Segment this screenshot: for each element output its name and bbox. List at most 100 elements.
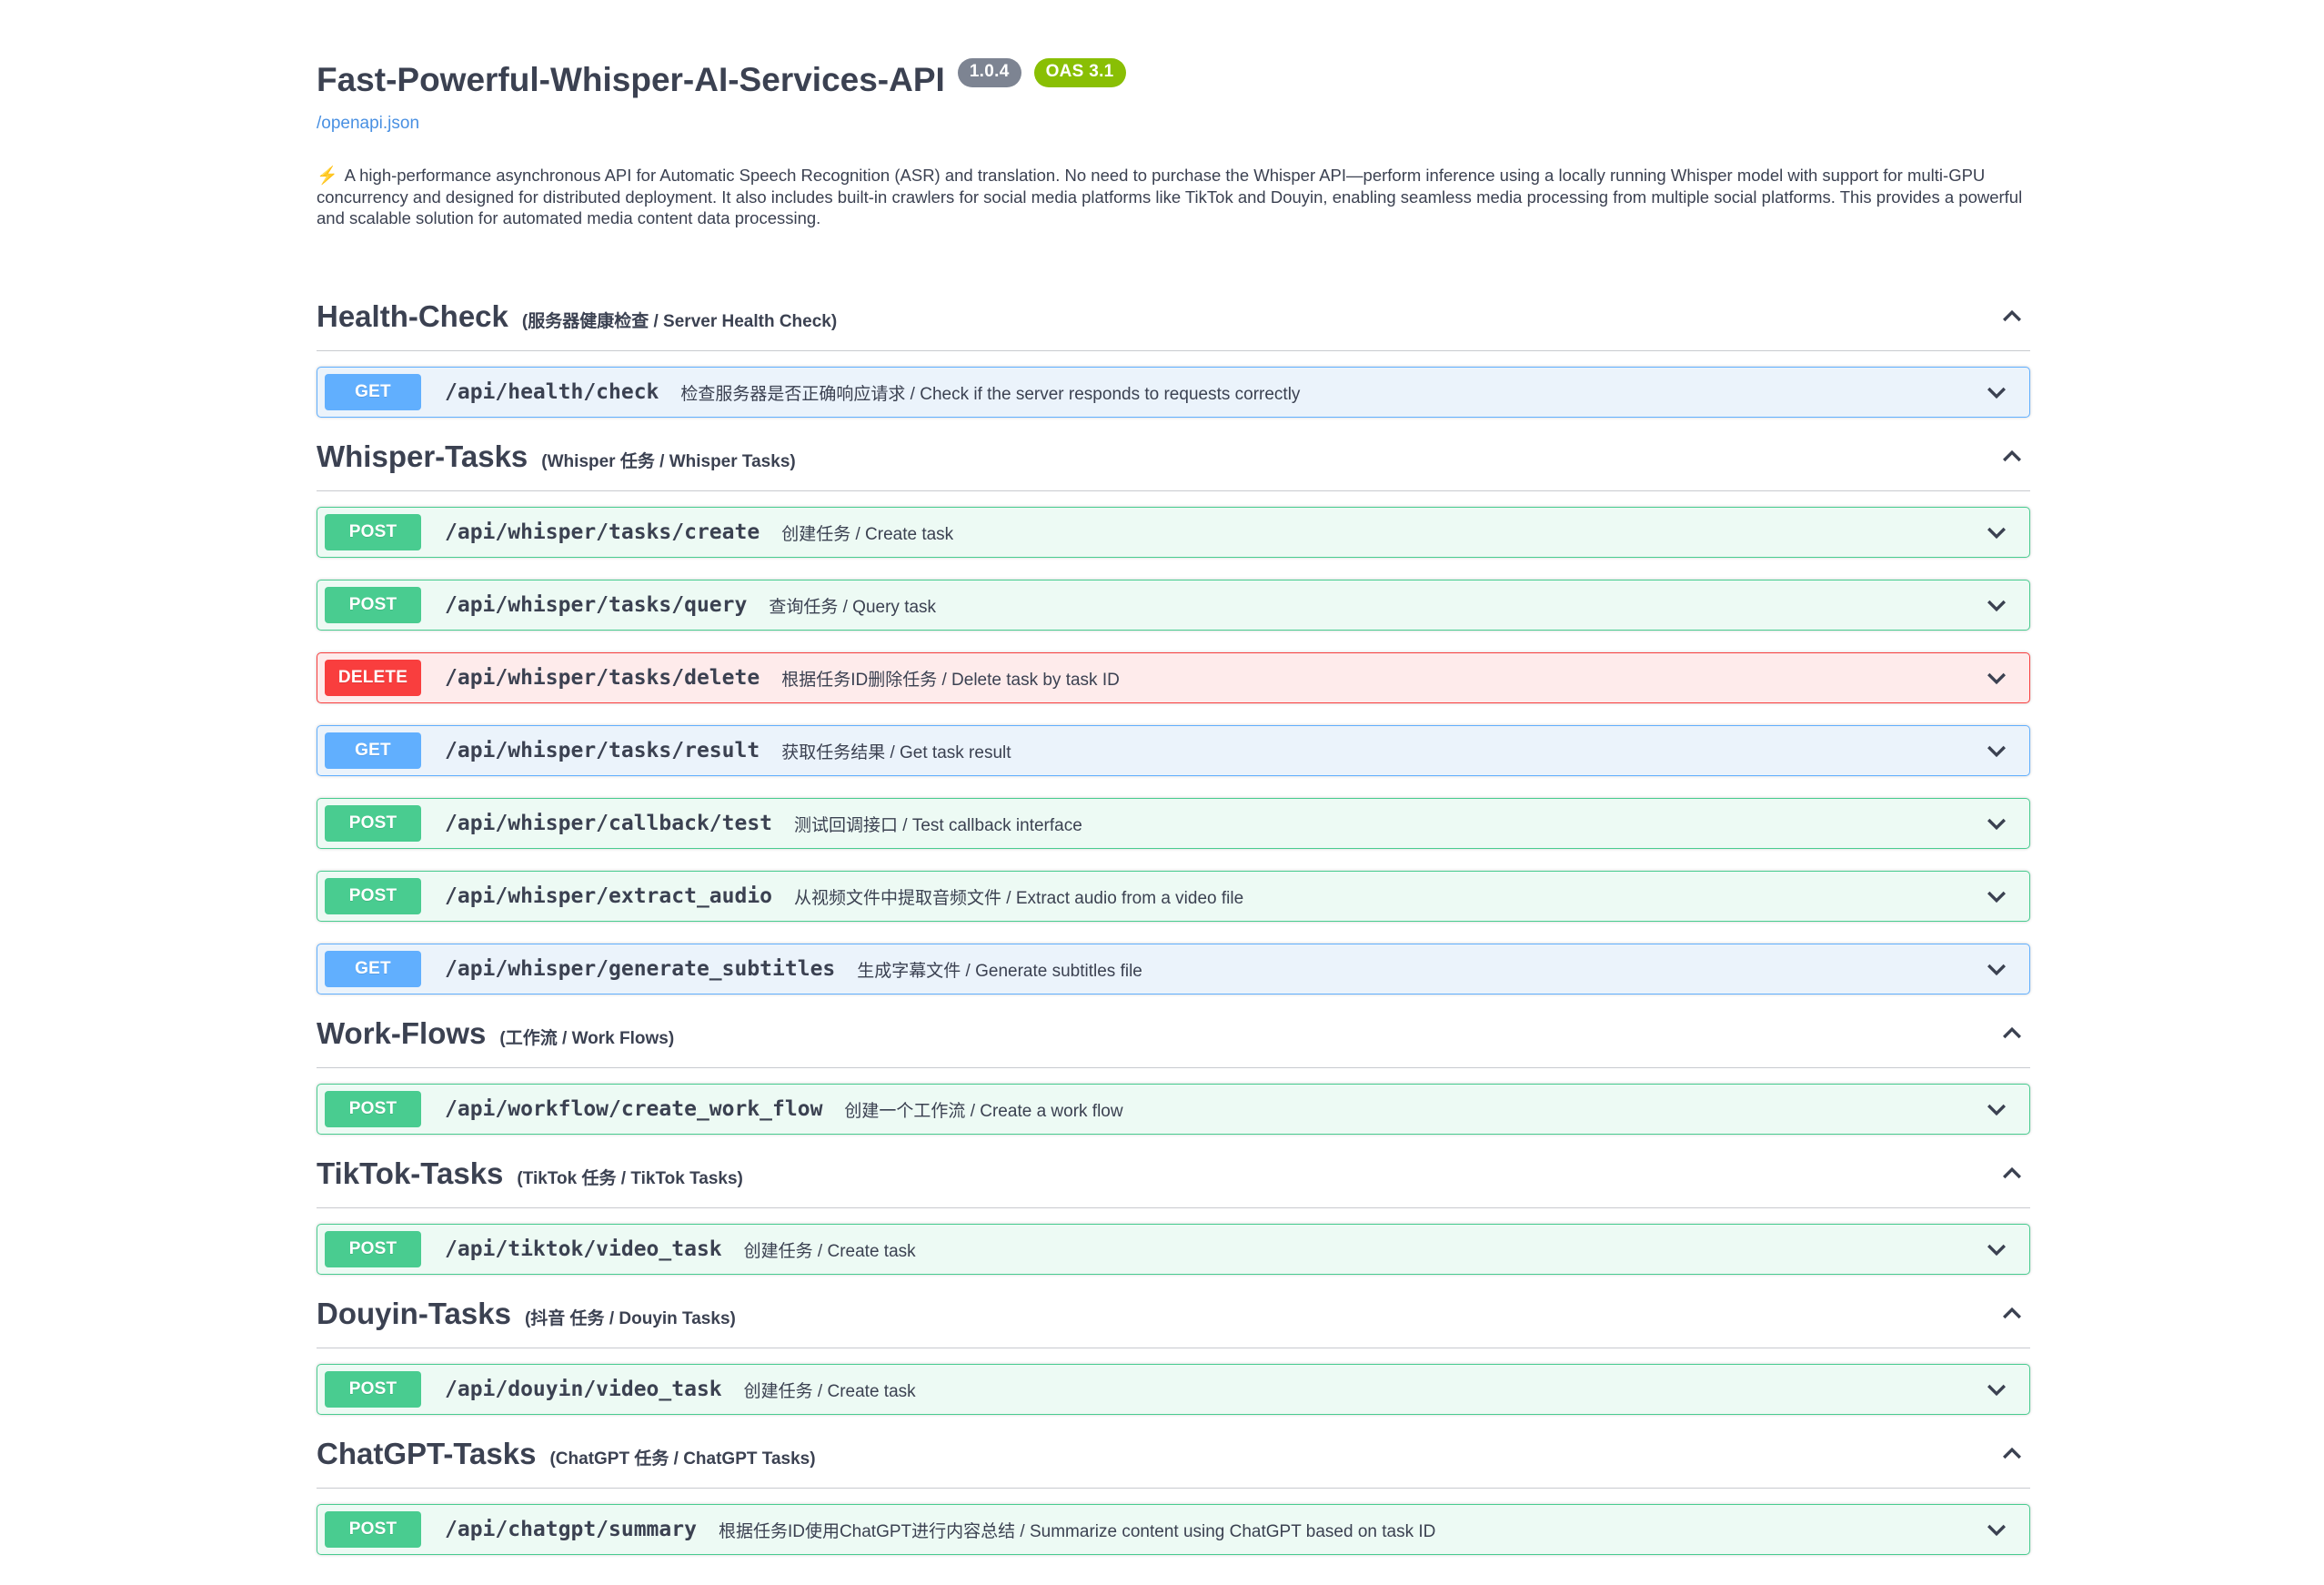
section-header[interactable]: Health-Check (服务器健康检查 / Server Health Ch… <box>317 299 2030 352</box>
api-tag-section: Douyin-Tasks (抖音 任务 / Douyin Tasks) POST… <box>317 1297 2030 1416</box>
expand-operation-button[interactable] <box>1982 954 2011 984</box>
endpoint-description: 从视频文件中提取音频文件 / Extract audio from a vide… <box>794 888 1244 908</box>
operation-row[interactable]: GET /api/health/check 检查服务器是否正确响应请求 / Ch… <box>317 367 2030 419</box>
expand-operation-button[interactable] <box>1982 518 2011 547</box>
chevron-up-icon <box>2003 1448 2021 1459</box>
section-operations: POST /api/tiktok/video_task 创建任务 / Creat… <box>317 1224 2030 1276</box>
chevron-down-icon <box>1987 1105 2006 1116</box>
operation-row[interactable]: POST /api/chatgpt/summary 根据任务ID使用ChatGP… <box>317 1504 2030 1556</box>
chevron-down-icon <box>1987 673 2006 685</box>
section-operations: GET /api/health/check 检查服务器是否正确响应请求 / Ch… <box>317 367 2030 419</box>
chevron-down-icon <box>1987 1525 2006 1537</box>
collapse-section-button[interactable] <box>1997 302 2027 331</box>
section-header[interactable]: Douyin-Tasks (抖音 任务 / Douyin Tasks) <box>317 1297 2030 1349</box>
operation-row[interactable]: POST /api/tiktok/video_task 创建任务 / Creat… <box>317 1224 2030 1276</box>
chevron-down-icon <box>1987 819 2006 831</box>
lightning-bolt-icon: ⚡ <box>317 167 338 187</box>
http-method-badge: GET <box>325 951 421 988</box>
api-tag-section: TikTok-Tasks (TikTok 任务 / TikTok Tasks) … <box>317 1156 2030 1276</box>
swagger-ui-page: Fast-Powerful-Whisper-AI-Services-API 1.0… <box>317 0 2030 1556</box>
chevron-up-icon <box>2003 1307 2021 1319</box>
collapse-section-button[interactable] <box>1997 1019 2027 1048</box>
operation-row[interactable]: POST /api/workflow/create_work_flow 创建一个… <box>317 1084 2030 1136</box>
endpoint-path: /api/whisper/tasks/create <box>445 520 760 545</box>
http-method-badge: POST <box>325 1511 421 1549</box>
operation-row[interactable]: POST /api/whisper/extract_audio 从视频文件中提取… <box>317 871 2030 923</box>
section-header[interactable]: TikTok-Tasks (TikTok 任务 / TikTok Tasks) <box>317 1156 2030 1209</box>
section-header[interactable]: Whisper-Tasks (Whisper 任务 / Whisper Task… <box>317 439 2030 492</box>
section-subtitle: (服务器健康检查 / Server Health Check) <box>521 312 838 332</box>
chevron-down-icon <box>1987 528 2006 540</box>
section-header[interactable]: ChatGPT-Tasks (ChatGPT 任务 / ChatGPT Task… <box>317 1437 2030 1489</box>
section-header[interactable]: Work-Flows (工作流 / Work Flows) <box>317 1016 2030 1069</box>
operation-row[interactable]: POST /api/whisper/callback/test 测试回调接口 /… <box>317 798 2030 850</box>
http-method-badge: POST <box>325 1231 421 1268</box>
endpoint-description: 根据任务ID删除任务 / Delete task by task ID <box>781 670 1120 690</box>
endpoint-description: 测试回调接口 / Test callback interface <box>794 815 1082 835</box>
collapse-section-button[interactable] <box>1997 1159 2027 1188</box>
page-title: Fast-Powerful-Whisper-AI-Services-API 1.0… <box>317 58 2030 100</box>
chevron-down-icon <box>1987 601 2006 612</box>
operation-row[interactable]: POST /api/whisper/tasks/create 创建任务 / Cr… <box>317 507 2030 559</box>
section-operations: POST /api/douyin/video_task 创建任务 / Creat… <box>317 1364 2030 1416</box>
endpoint-description: 检查服务器是否正确响应请求 / Check if the server resp… <box>680 384 1301 404</box>
endpoint-path: /api/whisper/generate_subtitles <box>445 957 836 982</box>
chevron-down-icon <box>1987 892 2006 904</box>
expand-operation-button[interactable] <box>1982 882 2011 911</box>
api-sections: Health-Check (服务器健康检查 / Server Health Ch… <box>317 299 2030 1556</box>
section-title: TikTok-Tasks <box>317 1156 504 1191</box>
chevron-down-icon <box>1987 1245 2006 1257</box>
http-method-badge: DELETE <box>325 660 421 697</box>
chevron-down-icon <box>1987 1385 2006 1397</box>
section-subtitle: (工作流 / Work Flows) <box>499 1029 675 1049</box>
api-tag-section: Health-Check (服务器健康检查 / Server Health Ch… <box>317 299 2030 419</box>
operation-row[interactable]: POST /api/whisper/tasks/query 查询任务 / Que… <box>317 580 2030 631</box>
chevron-down-icon <box>1987 388 2006 399</box>
collapse-section-button[interactable] <box>1997 442 2027 471</box>
endpoint-path: /api/whisper/callback/test <box>445 812 773 836</box>
http-method-badge: POST <box>325 805 421 843</box>
api-info-block: Fast-Powerful-Whisper-AI-Services-API 1.0… <box>317 58 2030 228</box>
endpoint-description: 创建任务 / Create task <box>781 524 954 544</box>
expand-operation-button[interactable] <box>1982 1375 2011 1404</box>
endpoint-path: /api/whisper/tasks/result <box>445 739 760 763</box>
endpoint-description: 创建一个工作流 / Create a work flow <box>844 1101 1123 1121</box>
version-badge: 1.0.4 <box>957 58 1021 88</box>
chevron-down-icon <box>1987 746 2006 758</box>
operation-row[interactable]: POST /api/douyin/video_task 创建任务 / Creat… <box>317 1364 2030 1416</box>
endpoint-path: /api/workflow/create_work_flow <box>445 1097 823 1122</box>
expand-operation-button[interactable] <box>1982 663 2011 692</box>
operation-row[interactable]: GET /api/whisper/generate_subtitles 生成字幕… <box>317 944 2030 995</box>
endpoint-path: /api/whisper/extract_audio <box>445 884 773 909</box>
endpoint-description: 创建任务 / Create task <box>743 1241 916 1261</box>
section-subtitle: (ChatGPT 任务 / ChatGPT Tasks) <box>549 1449 816 1469</box>
operation-row[interactable]: GET /api/whisper/tasks/result 获取任务结果 / G… <box>317 725 2030 777</box>
expand-operation-button[interactable] <box>1982 736 2011 765</box>
chevron-up-icon <box>2003 1027 2021 1039</box>
http-method-badge: POST <box>325 1371 421 1408</box>
collapse-section-button[interactable] <box>1997 1439 2027 1469</box>
expand-operation-button[interactable] <box>1982 591 2011 620</box>
openapi-spec-link[interactable]: /openapi.json <box>317 114 420 134</box>
operation-row[interactable]: DELETE /api/whisper/tasks/delete 根据任务ID删… <box>317 652 2030 704</box>
collapse-section-button[interactable] <box>1997 1299 2027 1328</box>
expand-operation-button[interactable] <box>1982 378 2011 407</box>
oas-badge: OAS 3.1 <box>1033 58 1126 88</box>
expand-operation-button[interactable] <box>1982 1235 2011 1264</box>
chevron-down-icon <box>1987 964 2006 976</box>
http-method-badge: GET <box>325 374 421 411</box>
api-description: ⚡ A high-performance asynchronous API for… <box>317 165 2030 228</box>
api-description-text: A high-performance asynchronous API for … <box>317 166 2023 228</box>
api-title-text: Fast-Powerful-Whisper-AI-Services-API <box>317 61 945 98</box>
endpoint-path: /api/whisper/tasks/delete <box>445 666 760 691</box>
section-title: Whisper-Tasks <box>317 439 528 474</box>
chevron-up-icon <box>2003 1167 2021 1179</box>
endpoint-path: /api/tiktok/video_task <box>445 1237 722 1262</box>
expand-operation-button[interactable] <box>1982 1515 2011 1544</box>
endpoint-description: 获取任务结果 / Get task result <box>781 742 1011 762</box>
section-title: Douyin-Tasks <box>317 1297 511 1331</box>
expand-operation-button[interactable] <box>1982 1095 2011 1124</box>
section-subtitle: (Whisper 任务 / Whisper Tasks) <box>541 452 796 472</box>
expand-operation-button[interactable] <box>1982 809 2011 838</box>
api-tag-section: Whisper-Tasks (Whisper 任务 / Whisper Task… <box>317 439 2030 995</box>
